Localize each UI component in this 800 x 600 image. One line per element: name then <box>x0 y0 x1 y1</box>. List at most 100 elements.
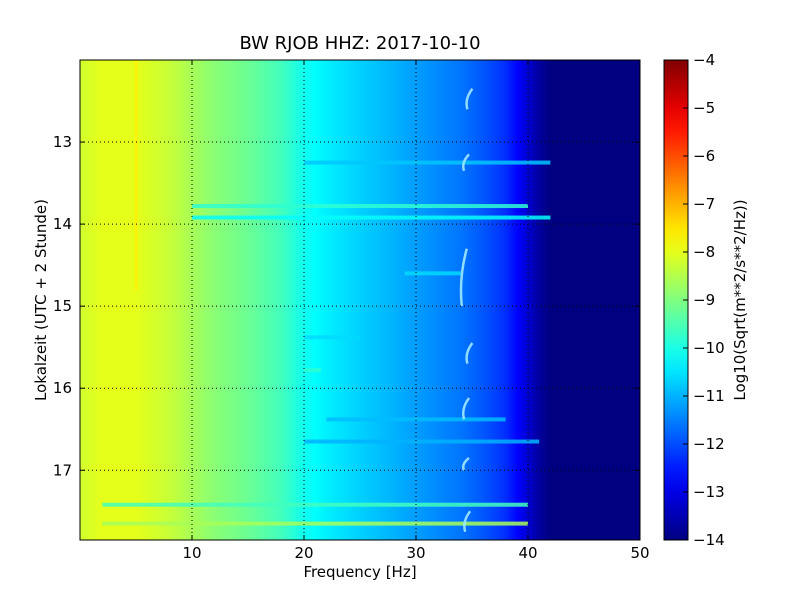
x-tick-label: 20 <box>294 544 313 562</box>
spectrogram-column <box>113 60 117 540</box>
x-axis-label: Frequency [Hz] <box>303 563 416 581</box>
spectrogram-column <box>248 60 252 540</box>
spectrogram-column <box>581 60 585 540</box>
spectrogram-column <box>133 60 137 540</box>
spectrogram-column <box>374 60 378 540</box>
spectrogram-column <box>82 60 87 540</box>
spectrogram-column <box>138 60 143 540</box>
spectrogram-column <box>130 60 134 540</box>
y-axis-label: Lokalzeit (UTC + 2 Stunde) <box>32 199 50 401</box>
spectrogram-column <box>231 60 235 540</box>
colorbar-tick-label: −7 <box>693 195 715 213</box>
spectrogram-column <box>606 60 610 540</box>
spectrogram-column <box>337 60 341 540</box>
spectral-band <box>304 368 321 373</box>
spectrogram-column <box>466 60 470 540</box>
spectrogram-column <box>147 60 151 540</box>
spectrogram-column <box>430 60 434 540</box>
spectrogram-column <box>108 60 112 540</box>
spectrogram-column <box>486 60 490 540</box>
spectrogram-column <box>396 60 400 540</box>
spectrogram-column <box>452 60 456 540</box>
spectrogram-column <box>516 60 521 540</box>
transient-signal <box>465 342 474 364</box>
spectrogram-column <box>491 60 495 540</box>
spectrogram-column <box>312 60 316 540</box>
spectrogram-column <box>155 60 159 540</box>
spectrogram-column <box>379 60 383 540</box>
spectral-line <box>134 60 138 290</box>
spectrogram-column <box>197 60 201 540</box>
spectrogram-column <box>530 60 535 540</box>
spectrogram-column <box>287 60 291 540</box>
spectral-band <box>304 160 551 165</box>
spectrogram-column <box>497 60 501 540</box>
spectrogram-column <box>208 60 213 540</box>
spectrogram-column <box>99 60 103 540</box>
spectrogram-column <box>161 60 165 540</box>
spectrogram-column <box>192 60 196 540</box>
spectrogram-column <box>631 60 635 540</box>
spectrogram-column <box>222 60 227 540</box>
spectrogram-column <box>360 60 364 540</box>
spectrogram-column <box>416 60 420 540</box>
spectrogram-column <box>351 60 355 540</box>
spectrogram-column <box>96 60 101 540</box>
x-tick-label: 10 <box>182 544 201 562</box>
spectrogram-column <box>119 60 123 540</box>
spectrogram-column <box>421 60 425 540</box>
spectrogram-column <box>402 60 406 540</box>
spectrogram-column <box>250 60 255 540</box>
spectral-band <box>102 502 529 507</box>
spectrogram-column <box>158 60 162 540</box>
spectrogram-column <box>368 60 372 540</box>
spectrogram-column <box>500 60 504 540</box>
x-tick-label: 50 <box>630 544 649 562</box>
spectrogram-column <box>427 60 431 540</box>
spectrogram-column <box>578 60 582 540</box>
spectrogram-column <box>600 60 605 540</box>
spectrogram-column <box>634 60 638 540</box>
spectrogram-column <box>164 60 168 540</box>
plot-frame <box>79 59 641 541</box>
spectrogram-column <box>239 60 243 540</box>
spectrogram-column <box>444 60 448 540</box>
spectrogram-column <box>595 60 599 540</box>
spectrogram-column <box>242 60 246 540</box>
spectrogram-column <box>245 60 249 540</box>
spectrogram-column <box>284 60 288 540</box>
spectrogram-column <box>410 60 414 540</box>
spectrogram-column <box>390 60 395 540</box>
spectrogram-column <box>144 60 148 540</box>
spectrogram-column <box>589 60 593 540</box>
spectrogram-column <box>270 60 274 540</box>
spectrogram-column <box>536 60 540 540</box>
spectrogram-column <box>547 60 551 540</box>
spectrogram-column <box>329 60 333 540</box>
spectrogram-column <box>88 60 92 540</box>
spectrogram-column <box>236 60 241 540</box>
spectrogram-column <box>172 60 176 540</box>
spectrogram-column <box>567 60 571 540</box>
spectrogram-column <box>609 60 613 540</box>
spectrogram-column <box>273 60 277 540</box>
spectrogram-column <box>446 60 451 540</box>
spectrogram-column <box>225 60 229 540</box>
spectrogram-column <box>438 60 442 540</box>
spectrogram-column <box>449 60 453 540</box>
spectrogram-column <box>404 60 409 540</box>
spectrogram-column <box>455 60 459 540</box>
spectrogram-column <box>320 60 325 540</box>
spectrogram-column <box>357 60 361 540</box>
spectrogram-column <box>348 60 353 540</box>
spectrogram-column <box>332 60 336 540</box>
spectrogram-column <box>614 60 619 540</box>
spectrogram-column <box>542 60 546 540</box>
spectrogram-column <box>304 60 308 540</box>
spectrogram-column <box>382 60 386 540</box>
spectrogram-column <box>463 60 467 540</box>
spectrogram-column <box>561 60 565 540</box>
spectrogram-column <box>253 60 257 540</box>
spectrogram-column <box>189 60 193 540</box>
spectrogram-column <box>550 60 554 540</box>
